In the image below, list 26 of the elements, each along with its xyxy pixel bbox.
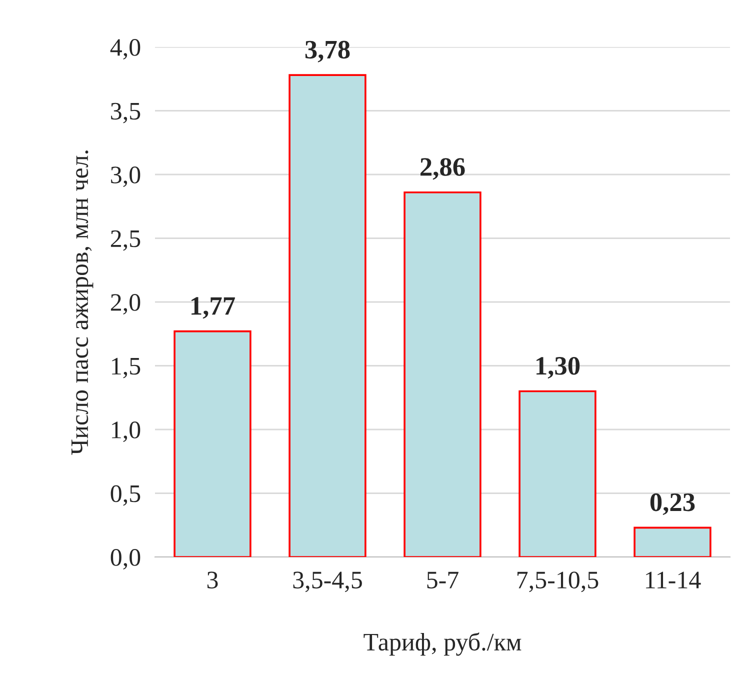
- bar: [404, 191, 482, 557]
- y-tick-label: 2,0: [110, 294, 140, 315]
- y-tick-label: 0,0: [110, 549, 140, 570]
- y-tick-label: 3,5: [111, 102, 140, 124]
- bar: [518, 390, 596, 557]
- y-tick-label: 1,5: [112, 358, 140, 378]
- data-label: 2,86: [420, 158, 465, 180]
- x-axis-title: Тариф, руб./км: [364, 632, 522, 656]
- bar: [634, 526, 712, 557]
- y-axis-title: Число пасс ажиров, млн чел.: [72, 150, 94, 455]
- x-tick-label: 3: [207, 572, 218, 588]
- data-label: 1,30: [536, 356, 580, 379]
- y-tick-label: 2,5: [110, 230, 140, 251]
- data-label: 0,23: [650, 493, 695, 516]
- x-tick-label: 11-14: [646, 572, 701, 588]
- y-tick-label: 3,0: [111, 166, 140, 188]
- x-tick-label: 7,5-10,5: [517, 572, 598, 592]
- y-tick-label: 0,5: [110, 485, 140, 506]
- x-tick-label: 3,5-4,5: [293, 572, 362, 592]
- x-tick-label: 5-7: [427, 572, 458, 588]
- y-tick-label: 1,0: [112, 422, 140, 442]
- y-tick-label: 4,0: [110, 39, 140, 60]
- data-label: 3,78: [305, 40, 350, 62]
- bar: [174, 330, 252, 557]
- data-label: 1,77: [192, 297, 235, 319]
- bar: [288, 74, 366, 557]
